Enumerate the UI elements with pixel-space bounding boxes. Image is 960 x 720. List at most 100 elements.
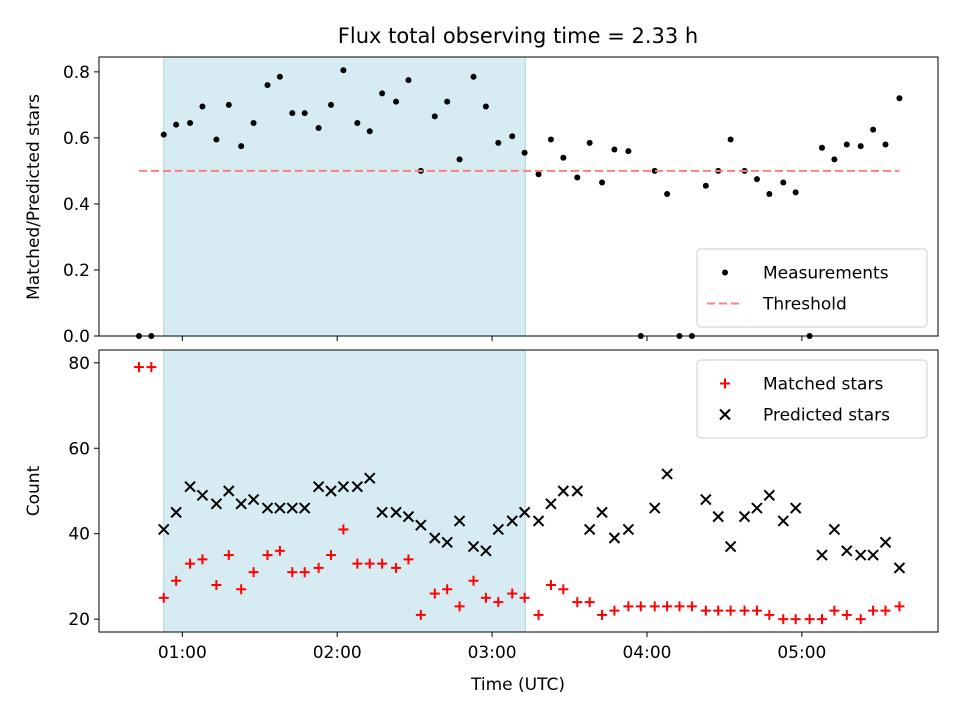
matched-stars-point (829, 605, 840, 616)
matched-stars-point (623, 601, 634, 612)
predicted-stars-point (816, 549, 828, 561)
predicted-stars-point (855, 549, 867, 561)
bottom-x-ticks: 01:00 02:00 03:00 04:00 05:00 (158, 632, 826, 663)
matched-stars-point (584, 597, 595, 608)
measurement-point (431, 113, 438, 120)
y-tick-label: 20 (68, 610, 90, 630)
matched-stars-point (597, 609, 608, 620)
measurement-point (560, 154, 567, 161)
measurement-point (831, 156, 838, 163)
x-axis-label: Time (UTC) (470, 675, 565, 695)
predicted-stars-point (841, 545, 853, 557)
measurement-point (625, 148, 632, 155)
matched-stars-point (274, 545, 285, 556)
measurement-point (509, 133, 516, 140)
predicted-stars-point (893, 562, 906, 574)
top-y-ticks: 0.0 0.2 0.4 0.6 0.8 (63, 63, 99, 347)
measurement-point (199, 103, 206, 110)
matched-stars-point (662, 601, 673, 612)
matched-stars-point (171, 575, 182, 586)
measurement-point (393, 98, 400, 105)
predicted-stars-point (196, 489, 209, 501)
x-tick-label: 01:00 (158, 643, 207, 663)
measurement-point (753, 176, 760, 183)
x-tick-label: 02:00 (313, 643, 362, 663)
top-panel-ratio: 0.00.20.40.60.8 Matched/Predicted stars … (24, 56, 939, 347)
measurement-point (276, 73, 283, 80)
y-tick-label: 0.6 (63, 129, 90, 149)
measurement-point (792, 189, 799, 196)
legend-predicted-swatch (719, 408, 731, 421)
matched-stars-point (236, 584, 247, 595)
measurement-point (444, 98, 451, 105)
top-x-ticks (181, 336, 803, 341)
measurement-point (264, 82, 271, 89)
matched-stars-point (739, 605, 750, 616)
predicted-stars-point (608, 532, 621, 544)
predicted-stars-point (622, 523, 635, 536)
predicted-stars-point (325, 485, 337, 497)
predicted-stars-point (467, 540, 480, 553)
bottom-y-axis-label: Count (24, 465, 44, 516)
matched-stars-point (211, 580, 222, 590)
matched-stars-point (713, 605, 724, 616)
legend-label: Measurements (763, 264, 889, 284)
measurement-point (456, 156, 463, 163)
matched-stars-point (391, 562, 402, 573)
bottom-series (133, 362, 906, 625)
predicted-stars-point (261, 502, 274, 514)
chart-title: Flux total observing time = 2.33 h (338, 24, 698, 48)
predicted-stars-point (429, 532, 441, 544)
top-axes-frame (98, 56, 939, 337)
matched-stars-point (635, 601, 646, 612)
matched-stars-point (326, 550, 337, 561)
predicted-stars-point (724, 540, 737, 553)
predicted-stars-point (518, 506, 531, 519)
measurement-point (340, 67, 347, 74)
predicted-stars-point (480, 545, 492, 557)
measurement-point (857, 143, 864, 150)
predicted-stars-point (184, 481, 196, 493)
y-tick-label: 0.0 (63, 327, 90, 347)
measurement-point (574, 174, 581, 181)
y-tick-label: 0.2 (63, 261, 90, 281)
matched-stars-point (751, 605, 762, 616)
bottom-y-ticks: 20 40 60 80 (68, 354, 99, 630)
predicted-stars-point (158, 523, 170, 536)
matched-stars-point (262, 550, 273, 561)
measurement-point (366, 128, 373, 135)
y-tick-label: 80 (68, 354, 90, 374)
predicted-stars-point (298, 502, 311, 514)
measurement-point (535, 171, 542, 178)
predicted-stars-point (235, 498, 247, 510)
shaded-interval-rect (163, 349, 526, 633)
top-legend: Measurements Threshold (696, 248, 928, 328)
matched-stars-point (223, 550, 234, 561)
matched-stars-point (609, 605, 620, 616)
matched-stars-point (558, 584, 569, 595)
predicted-stars-point (828, 523, 841, 536)
predicted-stars-point (661, 468, 673, 480)
y-tick-label: 40 (68, 525, 90, 545)
measurement-point (818, 144, 825, 151)
measurement-point (780, 179, 787, 186)
legend-measurement-swatch (722, 269, 728, 276)
measurement-point (405, 77, 412, 84)
measurement-point (328, 101, 335, 108)
predicted-stars-point (751, 502, 763, 514)
matched-stars-point (377, 558, 388, 569)
measurement-point (301, 110, 308, 117)
x-tick-label: 05:00 (777, 643, 826, 663)
matched-stars-point (158, 592, 169, 603)
matched-stars-point (133, 362, 144, 373)
measurement-point (470, 73, 477, 80)
matched-stars-point (686, 601, 697, 612)
matched-stars-point (519, 592, 530, 603)
measurement-point (160, 131, 167, 138)
measurement-point (651, 167, 658, 174)
predicted-stars-point (557, 485, 570, 497)
matched-stars-point (415, 609, 426, 620)
matched-stars-point (725, 605, 736, 616)
measurement-point (586, 139, 593, 146)
